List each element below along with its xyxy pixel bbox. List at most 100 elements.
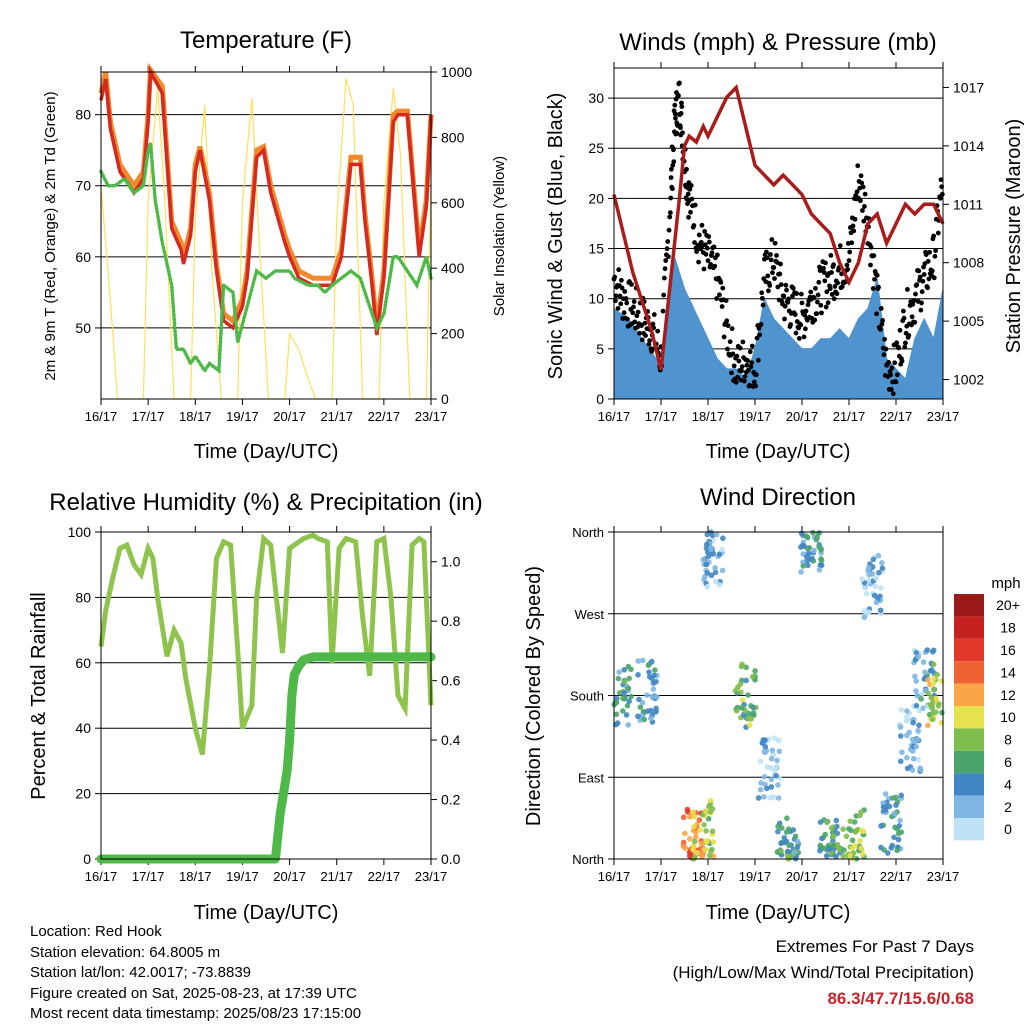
direction-point — [863, 590, 870, 597]
gust-point — [880, 317, 885, 323]
direction-point — [624, 702, 631, 709]
gust-point — [818, 302, 824, 308]
direction-point — [843, 833, 850, 840]
x-tick-label: 22/17 — [368, 869, 401, 884]
direction-point — [875, 552, 882, 559]
gust-point — [778, 261, 783, 267]
direction-point — [774, 757, 780, 764]
direction-point — [749, 674, 756, 680]
direction-point — [775, 828, 781, 835]
gust-point — [665, 254, 671, 260]
direction-point — [613, 711, 620, 718]
y-right-tick-label: 1002 — [953, 372, 984, 388]
y-tick-label: 60 — [75, 655, 91, 671]
y-tick-label: 60 — [75, 249, 91, 265]
y-right-tick-label: 1011 — [953, 196, 983, 212]
direction-point — [840, 852, 847, 859]
gust-point — [613, 293, 619, 299]
direction-point — [615, 675, 622, 682]
direction-point — [768, 784, 775, 790]
gust-point — [825, 300, 831, 306]
wind-area — [613, 258, 944, 400]
direction-point — [620, 708, 626, 714]
gust-point — [731, 363, 737, 369]
station-latlon: Station lat/lon: 42.0017; -73.8839 — [30, 964, 252, 981]
humidity-plot-area: 0 20 40 60 80 100 0.0 0.2 0.4 0.6 0.8 1.0 16/17 17/17… — [68, 524, 461, 884]
colorbar-swatch — [954, 661, 984, 684]
direction-point — [761, 793, 767, 800]
y-right-tick-label: 1005 — [953, 313, 984, 329]
y-tick-label: West — [575, 607, 605, 622]
gust-point — [919, 300, 924, 306]
direction-point — [878, 585, 884, 591]
gust-point — [729, 370, 734, 376]
gust-point — [669, 166, 674, 172]
direction-point — [708, 546, 714, 553]
direction-point — [625, 685, 632, 692]
x-tick-label: 17/17 — [645, 409, 678, 424]
y-tick-label: 5 — [596, 341, 604, 357]
direction-point — [654, 694, 660, 700]
x-tick-label: 23/17 — [927, 409, 960, 424]
gust-point — [874, 272, 880, 278]
gust-point — [676, 93, 681, 99]
gust-point — [923, 252, 929, 258]
gust-point — [703, 251, 709, 257]
y-right-tick-label: 1.0 — [441, 554, 461, 570]
direction-point — [833, 817, 840, 824]
direction-point — [897, 758, 904, 765]
gust-point — [858, 173, 864, 179]
direction-point — [817, 847, 823, 854]
gust-point — [631, 304, 636, 310]
direction-point — [650, 680, 657, 686]
gust-point — [899, 358, 905, 364]
direction-point — [913, 688, 919, 694]
direction-point — [866, 571, 873, 578]
direction-point — [879, 565, 886, 571]
temperature-title: Temperature (F) — [180, 27, 352, 54]
direction-point — [703, 561, 710, 568]
y-right-tick-label: 0 — [441, 391, 449, 407]
direction-point — [896, 823, 903, 829]
direction-point — [651, 672, 657, 679]
direction-point — [858, 827, 865, 834]
direction-point — [879, 560, 885, 566]
direction-point — [859, 576, 865, 582]
direction-point — [691, 823, 698, 830]
direction-point — [810, 529, 816, 536]
colorbar-label: 4 — [1004, 776, 1012, 792]
direction-point — [712, 569, 719, 576]
gust-point — [730, 351, 736, 357]
direction-point — [687, 836, 693, 842]
colorbar-swatch — [954, 728, 984, 751]
direction-point — [732, 688, 739, 694]
gust-point — [892, 360, 898, 366]
gust-point — [671, 159, 677, 165]
direction-point — [888, 845, 895, 851]
gust-point — [939, 191, 945, 197]
y-right-tick-label: 1017 — [953, 79, 984, 95]
y-tick-label: 20 — [588, 190, 604, 206]
gust-point — [850, 223, 856, 229]
direction-point — [707, 803, 713, 809]
gust-point — [834, 291, 840, 297]
gust-point — [718, 279, 724, 285]
gust-point — [835, 280, 840, 286]
gust-point — [687, 186, 693, 192]
gust-point — [852, 216, 858, 222]
y-right-tick-label: 800 — [441, 129, 465, 145]
gust-point — [672, 111, 678, 117]
gust-point — [767, 283, 773, 288]
x-tick-label: 19/17 — [226, 409, 259, 424]
gust-point — [649, 349, 654, 354]
gust-point — [823, 260, 828, 266]
plot-border — [100, 71, 432, 400]
direction-point — [917, 766, 924, 773]
gust-point — [927, 249, 932, 255]
direction-point — [680, 843, 687, 850]
station-location: Location: Red Hook — [30, 923, 162, 940]
gust-point — [655, 328, 661, 334]
direction-point — [707, 797, 714, 804]
gust-point — [861, 218, 867, 224]
direction-point — [628, 693, 634, 700]
